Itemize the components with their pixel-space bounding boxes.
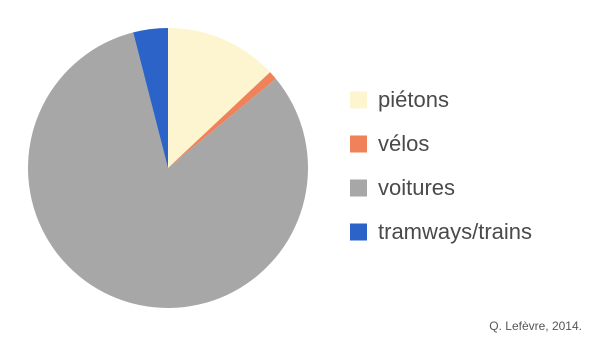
legend-item-pietons: piétons <box>350 87 449 112</box>
legend-swatch-pietons <box>350 91 367 109</box>
pie-slice-velos <box>168 72 276 168</box>
pie-slice-voitures <box>27 32 308 309</box>
legend-item-velos: vélos <box>350 131 429 156</box>
legend-label-pietons: piétons <box>378 87 449 112</box>
legend: piétons vélos voitures tramways/trains <box>350 87 532 244</box>
pie-slice-pietons <box>168 27 271 168</box>
legend-item-voitures: voitures <box>350 175 455 200</box>
legend-swatch-velos <box>350 135 367 153</box>
pie-slice-tramways-trains <box>133 28 168 168</box>
legend-swatch-voitures <box>350 179 367 197</box>
legend-label-tramways-trains: tramways/trains <box>378 219 532 244</box>
legend-swatch-tramways-trains <box>350 223 367 241</box>
legend-label-voitures: voitures <box>378 175 455 200</box>
pie-slices <box>27 27 308 309</box>
credit-text: Q. Lefèvre, 2014. <box>489 319 582 333</box>
legend-item-tramways-trains: tramways/trains <box>350 219 532 244</box>
legend-label-velos: vélos <box>378 131 429 156</box>
